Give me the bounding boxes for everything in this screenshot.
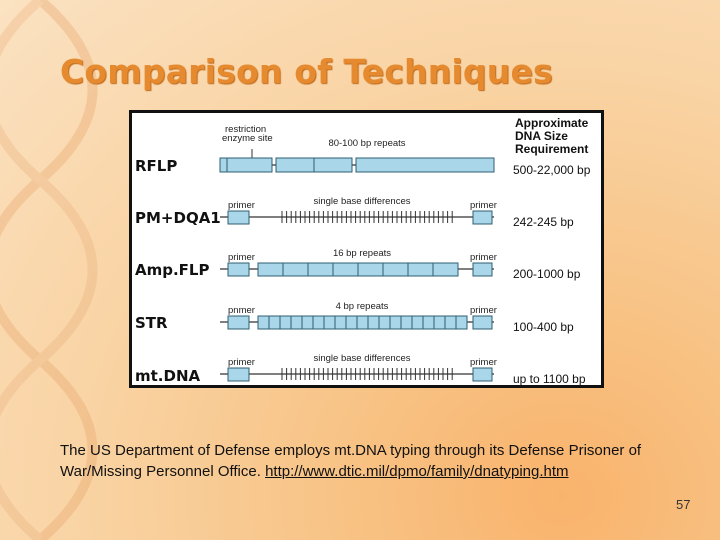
repeat-unit (411, 315, 424, 330)
repeat-unit (407, 262, 434, 277)
repeat-unit (257, 262, 284, 277)
dnatyping-link[interactable]: http://www.dtic.mil/dpmo/family/dnatypin… (265, 463, 569, 480)
repeat-unit (268, 315, 281, 330)
sequence-block (219, 157, 228, 173)
row-label-pm-dqa1: PM+DQA1 (135, 209, 221, 227)
right-primer-label: primer (470, 305, 497, 316)
repeat-unit (345, 315, 358, 330)
repeat-unit (433, 315, 446, 330)
slide-caption: The US Department of Defense employs mt.… (60, 440, 720, 482)
repeat-unit (378, 315, 391, 330)
right-primer (472, 262, 493, 277)
repeat-unit (301, 315, 314, 330)
row-label-mtdna: mt.DNA (135, 367, 201, 385)
row-label-ampflp: Amp.FLP (135, 261, 210, 279)
repeat-label: 80-100 bp repeats (328, 138, 405, 149)
right-primer-label: primer (470, 252, 497, 263)
size-str: 100-400 bp (513, 320, 574, 334)
middle-feature-label: single base differences (314, 353, 411, 364)
size-pm-dqa1: 242-245 bp (513, 215, 574, 229)
repeat-unit (279, 315, 292, 330)
repeat-unit (332, 262, 359, 277)
middle-feature-label: single base differences (314, 196, 411, 207)
left-primer-label: primer (228, 200, 255, 211)
repeat-unit (334, 315, 347, 330)
left-primer-label: primer (228, 252, 255, 263)
repeat-unit (356, 315, 369, 330)
repeat-unit (432, 262, 459, 277)
right-primer (472, 210, 493, 225)
repeat-unit (323, 315, 336, 330)
repeat-unit (422, 315, 435, 330)
repeat-unit (312, 315, 325, 330)
repeat-unit (307, 262, 334, 277)
repeat-unit (290, 315, 303, 330)
repeat-unit (257, 315, 270, 330)
repeat-unit (382, 262, 409, 277)
size-rflp: 500-22,000 bp (513, 163, 591, 177)
row-label-str: STR (135, 314, 168, 332)
middle-feature-label: 16 bp repeats (333, 248, 391, 259)
size-requirement-header: Approximate DNA Size Requirement (515, 116, 589, 156)
left-primer-label: primer (228, 357, 255, 368)
sequence-block (355, 157, 495, 173)
sequence-block (313, 157, 353, 173)
repeat-unit (282, 262, 309, 277)
middle-feature-label: 4 bp repeats (336, 301, 389, 312)
left-primer (227, 210, 250, 225)
size-ampflp: 200-1000 bp (513, 267, 581, 281)
row-label-rflp: RFLP (135, 157, 178, 175)
sequence-block (275, 157, 315, 173)
right-primer-label: primer (470, 200, 497, 211)
left-primer-label: pnmer (228, 305, 255, 316)
slide-number: 57 (676, 497, 691, 512)
size-mtdna: up to 1100 bp (513, 372, 586, 386)
left-primer (227, 262, 250, 277)
enzyme-site-label: restriction (225, 124, 266, 135)
sequence-block (226, 157, 273, 173)
repeat-unit (455, 315, 468, 330)
techniques-comparison-figure: restriction enzyme site 80-100 bp repeats p… (129, 110, 604, 388)
right-primer-label: primer (470, 357, 497, 368)
right-primer (472, 367, 493, 382)
repeat-unit (367, 315, 380, 330)
left-primer (227, 367, 250, 382)
enzyme-site-label: enzyme site (222, 133, 273, 144)
repeat-unit (389, 315, 402, 330)
repeat-unit (400, 315, 413, 330)
repeat-unit (357, 262, 384, 277)
caption-text: The US Department of Defense employs mt.… (60, 442, 642, 480)
dna-helix-decoration (0, 0, 98, 540)
right-primer (472, 315, 493, 330)
repeat-unit (444, 315, 457, 330)
left-primer (227, 315, 250, 330)
slide-title: Comparison of Techniques (60, 52, 553, 91)
